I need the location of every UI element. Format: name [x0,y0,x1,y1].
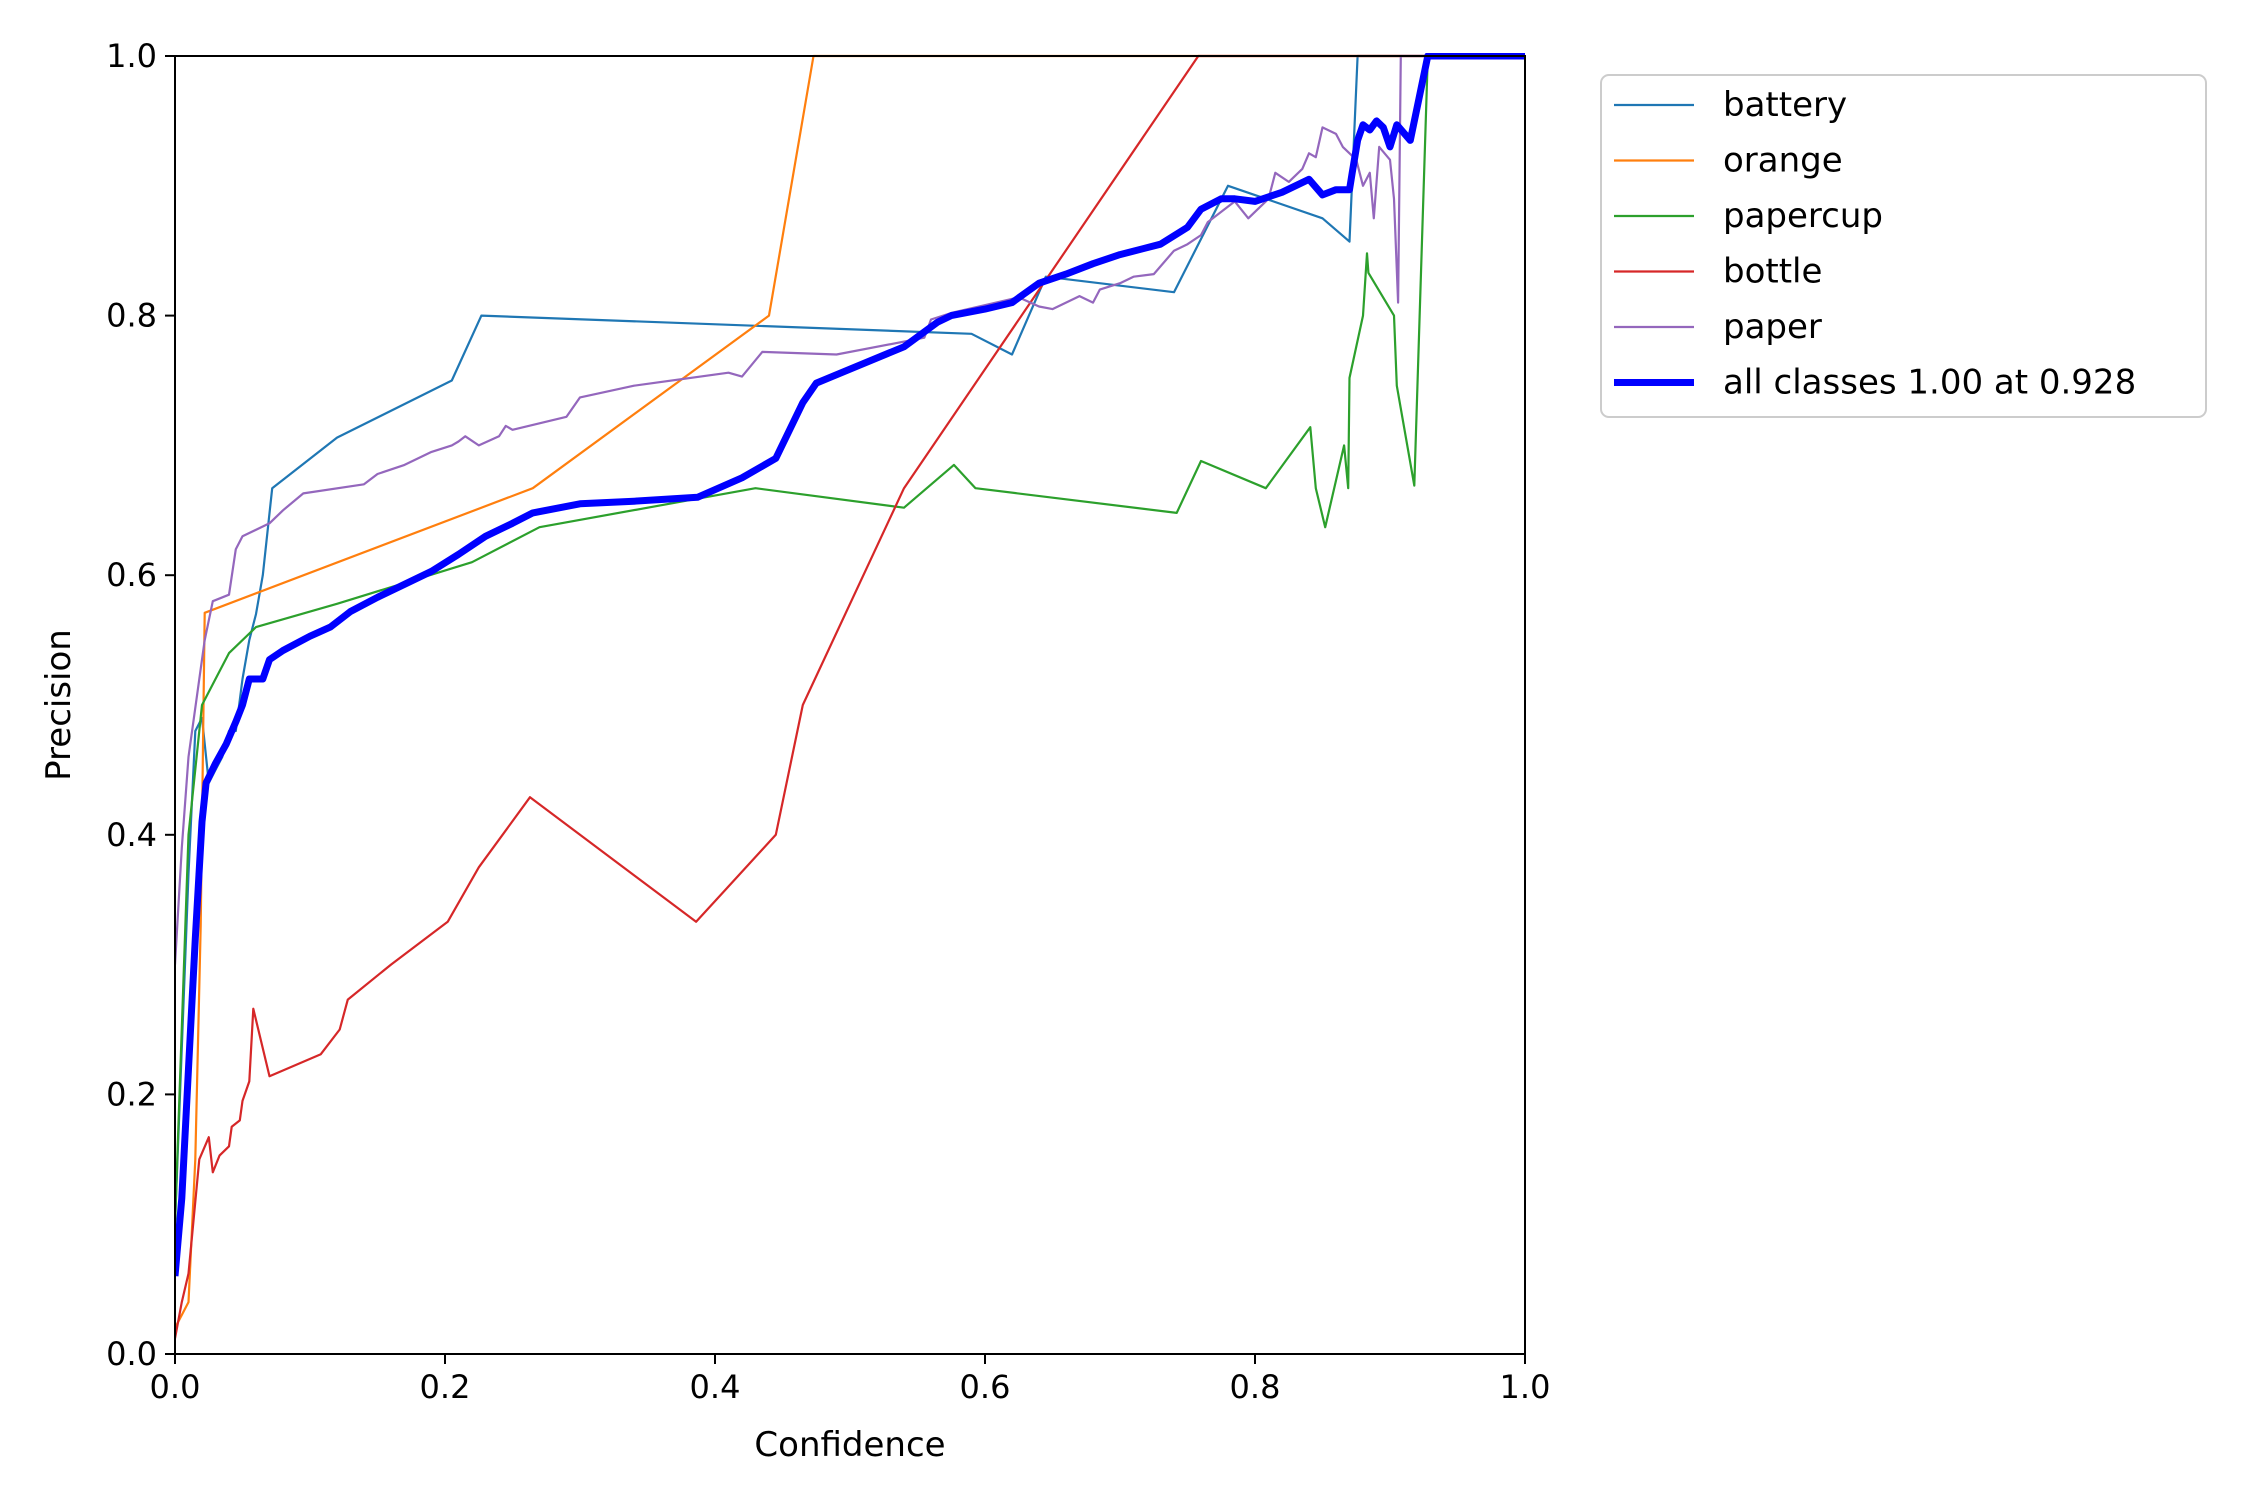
x-tick-label: 1.0 [1500,1368,1551,1406]
x-tick-label: 0.2 [420,1368,471,1406]
y-axis-ticks: 0.0 0.2 0.4 0.6 0.8 1.0 [106,37,175,1373]
legend-label-papercup: papercup [1723,196,1883,236]
legend-label-paper: paper [1723,307,1822,347]
series-line-bottle [175,54,1525,1339]
x-tick-label: 0.0 [150,1368,201,1406]
x-tick-label: 0.6 [960,1368,1011,1406]
legend-entries: battery orange papercup bottle paper all clas… [1614,85,2136,403]
y-tick-label: 1.0 [106,37,157,75]
x-axis-ticks: 0.0 0.2 0.4 0.6 0.8 1.0 [150,1354,1551,1406]
y-tick-label: 0.4 [106,816,157,854]
legend-box [1600,74,2207,418]
x-axis-label: Confidence [754,1425,945,1465]
series-line-all [175,53,1525,1277]
series-layer [175,53,1525,1339]
series-line-papercup [175,54,1525,1225]
legend-label-battery: battery [1723,85,1847,125]
x-tick-label: 0.8 [1230,1368,1281,1406]
y-tick-label: 0.0 [106,1335,157,1373]
y-axis-label: Precision [39,629,79,781]
x-tick-label: 0.4 [690,1368,741,1406]
y-tick-label: 0.2 [106,1075,157,1113]
legend-label-all: all classes 1.00 at 0.928 [1723,363,2136,403]
plot-frame [174,55,1526,1355]
legend: battery orange papercup bottle paper all clas… [1600,74,2207,418]
y-tick-label: 0.6 [106,556,157,594]
legend-label-orange: orange [1723,141,1843,181]
plot-area [174,53,1526,1355]
y-tick-label: 0.8 [106,297,157,335]
legend-label-bottle: bottle [1723,252,1822,292]
series-line-paper [175,54,1525,965]
